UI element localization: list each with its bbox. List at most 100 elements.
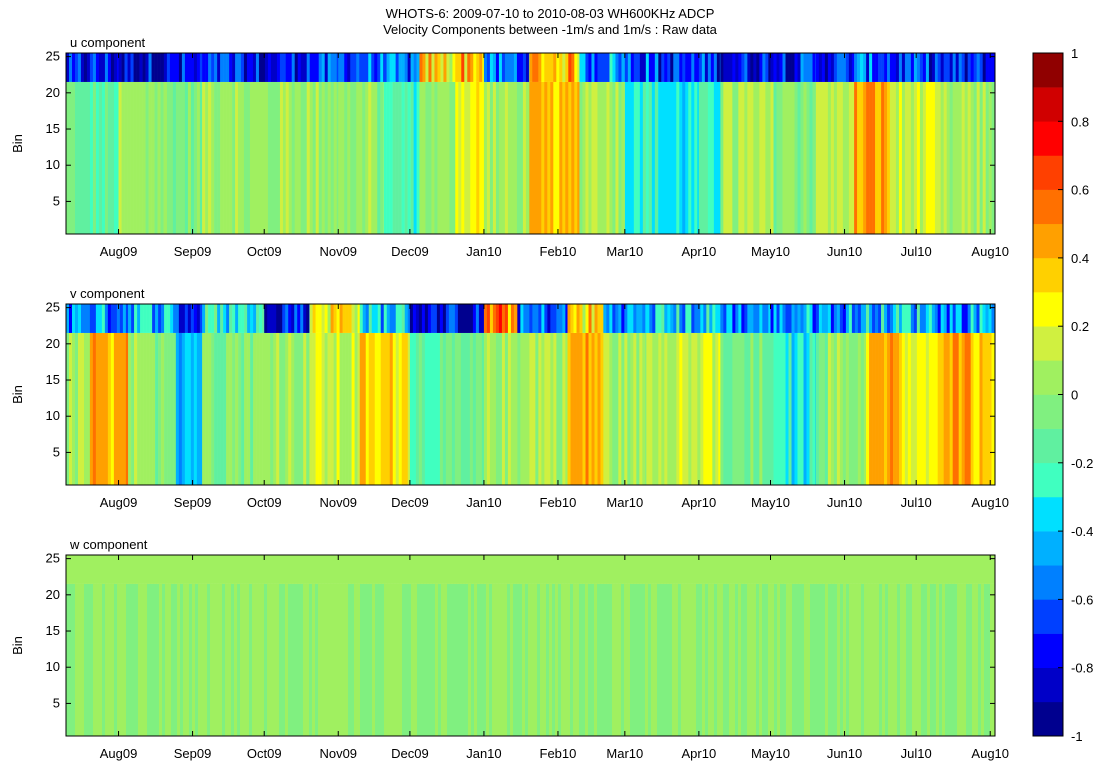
surface-cell [981, 555, 985, 584]
cell [937, 332, 941, 485]
cell [507, 332, 512, 485]
surface-cell [532, 53, 536, 82]
surface-cell [896, 304, 900, 333]
surface-cell [321, 53, 326, 82]
surface-cell [399, 555, 403, 584]
surface-cell [800, 53, 804, 82]
cell [624, 81, 626, 235]
cell [685, 81, 689, 235]
surface-cell [735, 555, 739, 584]
surface-cell [517, 304, 521, 333]
surface-cell [672, 555, 676, 584]
surface-cell [86, 53, 91, 82]
cell [726, 81, 730, 235]
cell [161, 332, 165, 485]
cell [276, 81, 281, 235]
cell [173, 332, 177, 485]
cell [800, 332, 804, 485]
surface-cell [220, 304, 224, 333]
cell [159, 583, 163, 736]
cell [934, 332, 938, 485]
cell [794, 332, 798, 485]
surface-cell [639, 304, 643, 333]
surface-cell [519, 53, 524, 82]
cell [675, 583, 679, 736]
cell [216, 583, 220, 736]
surface-cell [696, 555, 700, 584]
surface-cell [77, 53, 82, 82]
cell [383, 81, 387, 235]
cell [315, 583, 319, 736]
surface-cell [878, 53, 882, 82]
surface-cell [931, 53, 936, 82]
surface-cell [238, 304, 242, 333]
cell [991, 81, 995, 235]
x-tick-label: Jan10 [466, 495, 501, 510]
surface-cell [232, 53, 236, 82]
surface-cell [303, 555, 307, 584]
cell [648, 583, 652, 736]
cell [440, 81, 444, 235]
surface-cell [480, 555, 484, 584]
cell [84, 583, 88, 736]
surface-cell [471, 555, 475, 584]
cell [827, 332, 832, 485]
surface-cell [110, 53, 115, 82]
surface-cell [501, 304, 506, 333]
surface-cell [822, 555, 826, 584]
cell [661, 81, 665, 235]
surface-cell [682, 53, 686, 82]
surface-cell [377, 304, 382, 333]
surface-cell [372, 555, 376, 584]
cell [981, 583, 985, 736]
cell [386, 81, 390, 235]
x-tick-label: Sep09 [174, 495, 212, 510]
surface-cell [448, 304, 453, 333]
surface-cell [913, 53, 918, 82]
cell [547, 81, 551, 235]
surface-cell [75, 53, 79, 82]
cell [688, 332, 692, 485]
cell [339, 332, 343, 485]
surface-cell [816, 555, 820, 584]
surface-cell [297, 555, 301, 584]
cell [279, 332, 283, 485]
surface-cell [101, 53, 106, 82]
x-tick-label: Jul10 [901, 746, 932, 761]
surface-cell [553, 304, 557, 333]
cell [794, 81, 798, 235]
surface-cell [222, 555, 226, 584]
surface-cell [931, 304, 936, 333]
surface-cell [839, 53, 844, 82]
surface-cell [291, 555, 295, 584]
cell [910, 332, 915, 485]
x-tick-label: May10 [751, 244, 790, 259]
surface-cell [963, 555, 967, 584]
surface-cell [516, 304, 518, 333]
cell [383, 332, 388, 485]
surface-cell [128, 304, 132, 333]
surface-cell [247, 304, 251, 333]
cell [744, 583, 748, 736]
surface-cell [750, 555, 754, 584]
surface-cell [788, 53, 792, 82]
surface-cell [562, 53, 566, 82]
surface-cell [501, 555, 505, 584]
x-tick-label: Sep09 [174, 746, 212, 761]
cell [970, 332, 974, 485]
surface-cell [75, 304, 79, 333]
cell [852, 583, 856, 736]
surface-cell [574, 53, 578, 82]
cell [723, 81, 727, 235]
surface-cell [597, 555, 601, 584]
surface-cell [139, 53, 143, 82]
surface-cell [285, 53, 290, 82]
cell [828, 583, 832, 736]
cell [612, 81, 616, 235]
surface-cell [478, 304, 483, 333]
cell [465, 583, 469, 736]
surface-cell [137, 304, 141, 333]
cell [804, 583, 808, 736]
cell [243, 81, 248, 235]
cell [162, 583, 166, 736]
